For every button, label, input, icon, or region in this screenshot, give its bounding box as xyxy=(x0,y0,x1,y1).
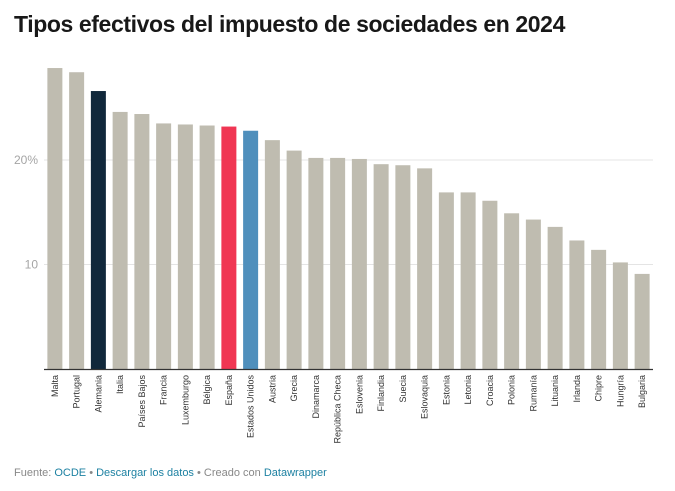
bar xyxy=(438,192,454,369)
bar xyxy=(395,165,411,369)
bar xyxy=(69,72,85,369)
category-label: Letonia xyxy=(463,375,473,405)
bar xyxy=(199,125,215,369)
category-label: Eslovenia xyxy=(354,375,364,414)
bar xyxy=(612,262,628,369)
category-label: Dinamarca xyxy=(311,375,321,419)
category-label: Chipre xyxy=(594,375,604,402)
bar xyxy=(156,123,172,369)
bars xyxy=(47,68,650,370)
category-labels: Malta Portugal Alemania Italia Países Bajos F… xyxy=(50,375,647,444)
bar xyxy=(525,219,541,369)
category-label: Irlanda xyxy=(572,375,582,403)
source-prefix: Fuente: xyxy=(14,467,55,479)
category-label: Alemania xyxy=(93,375,103,413)
bar xyxy=(417,168,433,369)
datawrapper-link[interactable]: Datawrapper xyxy=(263,467,327,479)
category-label: España xyxy=(224,375,234,406)
footer-created-with: • Creado con xyxy=(193,467,264,479)
category-label: Lituania xyxy=(550,375,560,407)
category-label: Hungría xyxy=(615,375,625,407)
bar xyxy=(308,157,324,369)
bar xyxy=(112,111,128,370)
bar xyxy=(482,200,498,369)
bar xyxy=(90,91,106,369)
bar xyxy=(221,126,237,369)
bar xyxy=(177,124,193,369)
category-label: Croacia xyxy=(485,375,495,406)
category-label: Portugal xyxy=(72,375,82,409)
bar xyxy=(634,273,650,369)
category-label: Malta xyxy=(50,375,60,397)
category-label: Estonia xyxy=(441,375,451,405)
download-data-link[interactable]: Descargar los datos xyxy=(96,467,194,479)
y-tick-label: 20% xyxy=(14,153,38,167)
source-link[interactable]: OCDE xyxy=(54,467,87,479)
category-label: Eslovaquia xyxy=(420,375,430,419)
chart-title: Tipos efectivos del impuesto de sociedad… xyxy=(14,11,565,37)
bar xyxy=(47,68,63,369)
category-label: Bulgaria xyxy=(637,375,647,408)
bar xyxy=(134,114,150,370)
bar xyxy=(330,157,346,369)
category-label: Finlandia xyxy=(376,375,386,412)
category-label: República Checa xyxy=(333,375,343,444)
bar xyxy=(351,158,367,369)
category-label: Suecia xyxy=(398,375,408,403)
category-label: Bélgica xyxy=(202,375,212,405)
category-label: Austria xyxy=(267,375,277,403)
category-label: Rumanía xyxy=(528,375,538,412)
bar xyxy=(373,164,389,369)
bar xyxy=(547,226,563,369)
bar xyxy=(504,213,520,369)
footer: Fuente: OCDE • Descargar los datos • Cre… xyxy=(14,467,327,479)
y-tick-label: 10 xyxy=(25,258,39,272)
category-label: Luxemburgo xyxy=(180,375,190,425)
bar xyxy=(243,130,259,369)
bar xyxy=(591,249,607,369)
bar xyxy=(286,150,302,369)
category-label: Italia xyxy=(115,375,125,394)
bar xyxy=(569,240,585,369)
category-label: Francia xyxy=(159,375,169,405)
category-label: Países Bajos xyxy=(137,375,147,428)
bar xyxy=(264,140,280,369)
bar xyxy=(460,192,476,369)
category-label: Estados Unidos xyxy=(246,375,256,439)
category-label: Grecia xyxy=(289,375,299,402)
footer-separator: • xyxy=(86,467,97,479)
category-label: Polonia xyxy=(507,375,517,405)
